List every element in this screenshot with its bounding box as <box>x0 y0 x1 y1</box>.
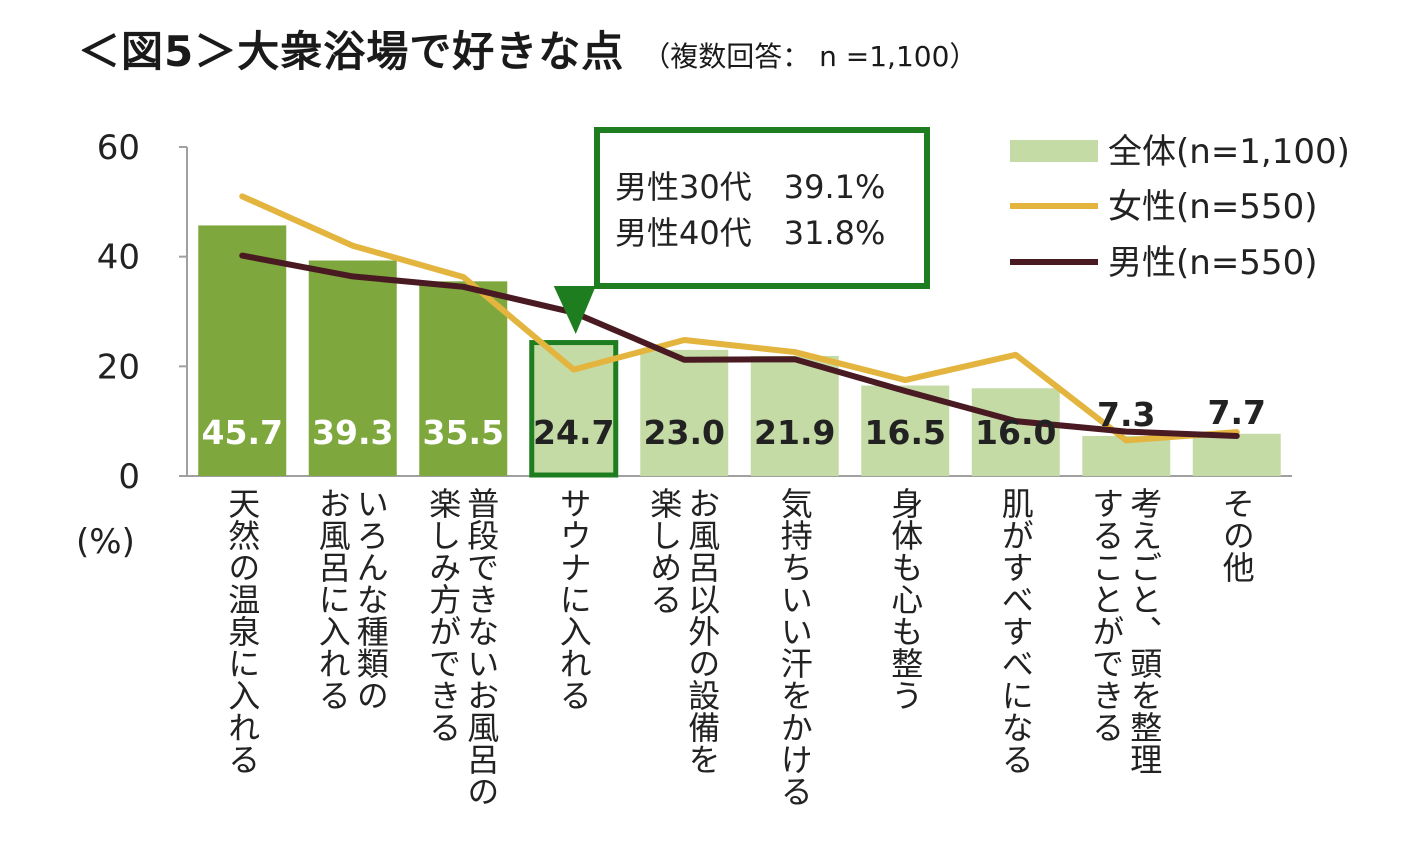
y-tick-label: 20 <box>97 347 140 387</box>
y-tick-label: 40 <box>97 238 140 278</box>
category-label: いろんな種類の <box>352 487 390 711</box>
bar <box>419 281 508 476</box>
category-label: することができる <box>1087 487 1125 743</box>
callout-text: 男性40代 31.8% <box>615 214 885 252</box>
bar <box>308 260 397 476</box>
highlight-box <box>529 340 619 478</box>
data-label: 16.5 <box>865 413 946 452</box>
data-label: 45.7 <box>202 413 283 452</box>
bar <box>750 355 839 476</box>
legend-label: 男性(n=550) <box>1108 243 1317 283</box>
callout-pointer <box>553 286 596 334</box>
data-label: 7.7 <box>1208 393 1266 432</box>
bar <box>1192 433 1281 476</box>
category-label: 肌がすべすべになる <box>997 487 1035 775</box>
legend-label: 女性(n=550) <box>1108 187 1317 227</box>
chart-subtitle: （複数回答： n =1,100） <box>642 40 978 73</box>
legend-swatch-total <box>1010 140 1098 162</box>
y-tick-label: 60 <box>97 128 140 168</box>
bar <box>198 225 287 476</box>
bar <box>640 349 729 476</box>
data-label: 7.3 <box>1097 395 1155 434</box>
data-label: 35.5 <box>423 413 504 452</box>
category-label: お風呂以外の設備を <box>683 487 721 775</box>
legend-label: 全体(n=1,100) <box>1108 132 1350 172</box>
category-label: 気持ちいい汗をかける <box>776 487 814 807</box>
bar <box>971 388 1060 476</box>
data-label: 16.0 <box>975 413 1056 452</box>
title-text: ＜図5＞大衆浴場で好きな点 <box>78 27 625 76</box>
data-label: 23.0 <box>644 413 725 452</box>
data-label: 21.9 <box>754 413 835 452</box>
y-axis-unit-label: (%) <box>76 522 135 562</box>
data-label: 24.7 <box>533 413 614 452</box>
category-label: 考えごと、頭を整理 <box>1125 487 1163 775</box>
female-series-line <box>239 193 1240 444</box>
category-label: 身体も心も整う <box>886 487 924 711</box>
callout-box <box>594 127 930 289</box>
male-series-line <box>239 252 1240 439</box>
category-label: 楽しみ方ができる <box>424 487 462 743</box>
category-label: サウナに入れる <box>555 487 593 711</box>
category-label: その他 <box>1218 487 1256 583</box>
callout-text: 男性30代 39.1% <box>615 168 885 206</box>
category-label: 天然の温泉に入れる <box>223 487 261 775</box>
category-label: 楽しめる <box>645 487 683 615</box>
chart-title: ＜図5＞大衆浴場で好きな点 （複数回答： n =1,100） <box>78 18 977 79</box>
data-label: 39.3 <box>312 413 393 452</box>
y-tick-label: 0 <box>118 457 140 497</box>
category-label: 普段できないお風呂の <box>462 487 500 807</box>
category-label: お風呂に入れる <box>314 487 352 711</box>
